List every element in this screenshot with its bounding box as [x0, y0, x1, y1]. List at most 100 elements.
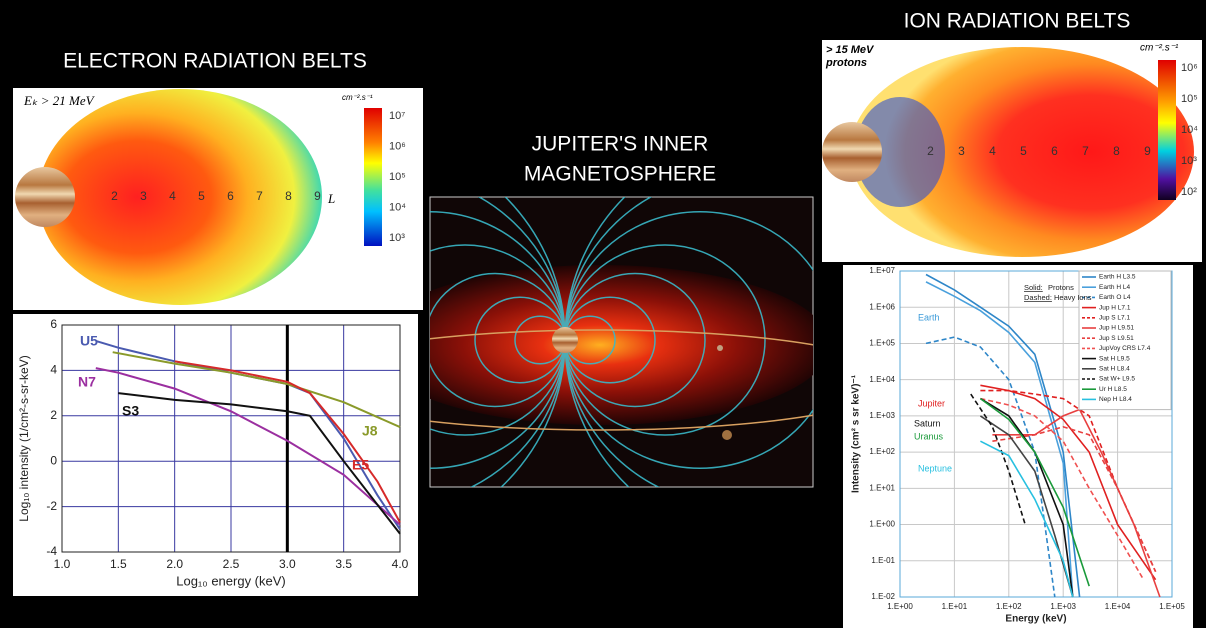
- colorbar-label: 10³: [389, 232, 405, 244]
- planet: [822, 122, 882, 182]
- l-label: 7: [1082, 144, 1089, 158]
- annotation: Earth: [918, 312, 940, 322]
- y-tick-label: 2: [50, 408, 57, 422]
- note: Protons: [1048, 283, 1074, 292]
- center-title: JUPITER'S INNER: [532, 133, 709, 156]
- series-label: J8: [362, 423, 378, 439]
- map-label: Eₖ > 21 MeV: [23, 93, 96, 108]
- legend-label: Jup H L7.1: [1099, 304, 1131, 311]
- legend-label: Jup S L9.51: [1099, 335, 1134, 342]
- y-axis-label: Log₁₀ intensity (1/cm²-s-sr-keV): [17, 355, 31, 521]
- note: Dashed:: [1024, 293, 1052, 302]
- colorbar-label: 10³: [1181, 155, 1197, 167]
- l-label: 9: [1144, 144, 1151, 158]
- x-tick-label: 1.E+04: [1105, 602, 1131, 611]
- colorbar-label: 10⁴: [389, 201, 406, 213]
- x-tick-label: 3.0: [279, 557, 296, 571]
- x-tick-label: 2.0: [166, 557, 183, 571]
- y-tick-label: 1.E+05: [869, 339, 895, 348]
- x-tick-label: 2.5: [223, 557, 240, 571]
- series-line: [95, 367, 401, 526]
- section-title: ION RADIATION BELTS: [904, 10, 1131, 33]
- note: Heavy Ions: [1054, 293, 1092, 302]
- y-tick-label: 1.E-02: [871, 592, 895, 601]
- legend-label: Earth H L4: [1099, 284, 1130, 291]
- colorbar: [1158, 60, 1176, 200]
- center-title: MAGNETOSPHERE: [524, 163, 716, 186]
- y-tick-label: 1.E-01: [871, 556, 895, 565]
- legend-label: Sat H L8.4: [1099, 366, 1130, 373]
- map-label: protons: [825, 57, 867, 69]
- planet: [552, 327, 578, 353]
- series-label: S3: [122, 403, 139, 419]
- x-tick-label: 4.0: [392, 557, 409, 571]
- moon: [717, 345, 723, 351]
- legend-label: Earth O L4: [1099, 294, 1131, 301]
- colorbar-label: 10⁴: [1181, 124, 1198, 136]
- series-line: [980, 397, 1145, 581]
- colorbar-unit: cm⁻².s⁻¹: [342, 93, 373, 102]
- colorbar-label: 10⁵: [1181, 93, 1198, 105]
- y-tick-label: 1.E+07: [869, 266, 895, 275]
- colorbar-label: 10⁷: [389, 110, 405, 122]
- series-line: [174, 360, 401, 523]
- y-tick-label: 1.E+00: [869, 520, 895, 529]
- l-label: 3: [958, 144, 965, 158]
- annotation: Uranus: [914, 431, 944, 441]
- plot-frame: [61, 324, 401, 553]
- y-tick-label: 0: [50, 453, 57, 467]
- section-title: ELECTRON RADIATION BELTS: [63, 50, 367, 73]
- series-line: [970, 393, 1026, 525]
- y-tick-label: 4: [50, 363, 57, 377]
- legend-label: Earth H L3.5: [1099, 274, 1136, 281]
- l-label: 6: [227, 189, 234, 203]
- series-line: [925, 281, 1074, 598]
- l-label: 8: [1113, 144, 1120, 158]
- legend-label: Jup S L7.1: [1099, 315, 1130, 322]
- l-label: 5: [198, 189, 205, 203]
- planet: [15, 167, 75, 227]
- series-line: [112, 351, 401, 429]
- x-tick-label: 1.0: [54, 557, 71, 571]
- y-tick-label: -2: [46, 499, 57, 513]
- series-line: [979, 397, 1090, 587]
- annotation: Saturn: [914, 418, 941, 428]
- l-label: 4: [169, 189, 176, 203]
- y-tick-label: 1.E+04: [869, 375, 895, 384]
- series-label: E5: [352, 457, 369, 473]
- l-label: 5: [1020, 144, 1027, 158]
- moon: [722, 430, 732, 440]
- l-label: 3: [140, 189, 147, 203]
- legend-label: Jup H L9.51: [1099, 325, 1134, 332]
- image-content: [430, 197, 813, 487]
- x-axis-label: Log₁₀ energy (keV): [176, 573, 286, 588]
- legend-label: Sat H L9.5: [1099, 355, 1130, 362]
- l-label: 6: [1051, 144, 1058, 158]
- x-tick-label: 1.5: [110, 557, 127, 571]
- legend-box: [1078, 270, 1172, 411]
- legend-label: Ur H L8.5: [1099, 386, 1127, 393]
- series-label: N7: [78, 374, 96, 390]
- colorbar: [364, 108, 382, 246]
- x-axis-label: Energy (keV): [1005, 614, 1066, 625]
- plot-frame: [899, 270, 1173, 598]
- colorbar-unit: cm⁻².s⁻¹: [1140, 43, 1179, 54]
- annotation: Neptune: [918, 463, 952, 473]
- plasma-disk: [430, 265, 813, 425]
- l-label: 8: [285, 189, 292, 203]
- colorbar-label: 10⁶: [389, 140, 406, 152]
- series-line: [992, 425, 1157, 573]
- colorbar-label: 10⁵: [389, 171, 406, 183]
- y-tick-label: -4: [46, 544, 57, 558]
- l-label: 4: [989, 144, 996, 158]
- legend-label: Nep H L8.4: [1099, 396, 1132, 403]
- y-tick-label: 6: [50, 317, 57, 331]
- series-line: [980, 440, 1074, 598]
- legend-label: JupVoy CRS L7.4: [1099, 345, 1151, 352]
- series-line: [118, 392, 401, 535]
- belt-inner: [855, 97, 945, 207]
- belt-map: [38, 89, 322, 305]
- y-axis-label: Intensity (cm² s sr keV)⁻¹: [851, 374, 862, 493]
- orbit: [430, 329, 813, 431]
